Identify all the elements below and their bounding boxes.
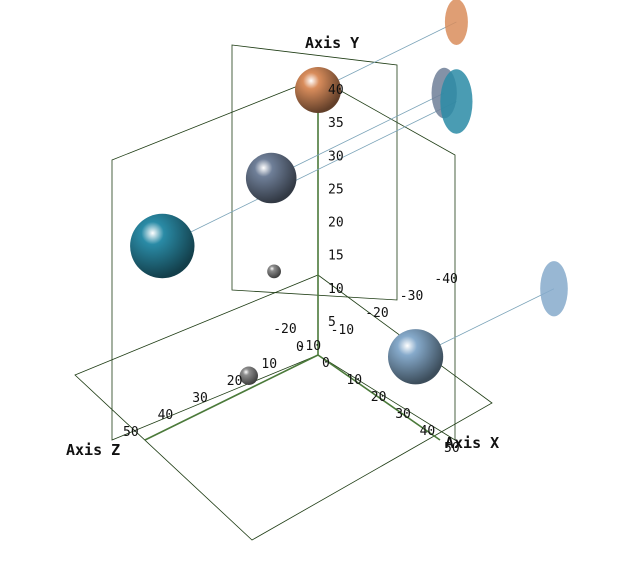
x-tick-label: 0 [322, 356, 330, 371]
y-axis-title: Axis Y [305, 34, 359, 52]
z-tick-label: 50 [123, 425, 139, 440]
z-tick-label: -20 [365, 306, 388, 321]
z-tick-label: 30 [192, 391, 208, 406]
z-tick-label: 10 [261, 357, 277, 372]
y-tick-label: 40 [328, 83, 344, 98]
z-tick-label: 20 [227, 374, 243, 389]
y-tick-label: 10 [328, 282, 344, 297]
point-projection-line [271, 93, 444, 178]
y-tick-label: 20 [328, 216, 344, 231]
z-axis-title: Axis Z [66, 441, 120, 459]
z-axis-line [145, 355, 318, 440]
point-shadow [445, 0, 468, 45]
y-tick-label: 35 [328, 116, 344, 131]
x-tick-label: 40 [420, 424, 436, 439]
data-points [130, 67, 443, 385]
z-tick-label: -30 [400, 289, 423, 304]
x-axis-title: Axis X [445, 434, 499, 452]
floor-plane [75, 275, 492, 540]
point-shadow [540, 261, 568, 316]
y-tick-label: 15 [328, 249, 344, 264]
y-tick-label: 25 [328, 182, 344, 197]
x-tick-label: -20 [273, 322, 296, 337]
x-tick-label: 30 [395, 407, 411, 422]
data-point [267, 265, 281, 279]
projection-shadows [432, 0, 568, 316]
point-projection-line [162, 102, 456, 247]
y-tick-label: 30 [328, 149, 344, 164]
z-tick-label: -10 [331, 323, 354, 338]
data-point [130, 214, 194, 278]
data-point [246, 153, 297, 204]
projection-lines [162, 22, 554, 357]
z-tick-label: 40 [158, 408, 174, 423]
x-tick-label: 10 [346, 373, 362, 388]
x-tick-label: 20 [371, 390, 387, 405]
data-point [388, 329, 443, 384]
point-shadow [440, 69, 472, 133]
z-tick-label: -40 [434, 272, 457, 287]
z-tick-label: 0 [296, 340, 304, 355]
